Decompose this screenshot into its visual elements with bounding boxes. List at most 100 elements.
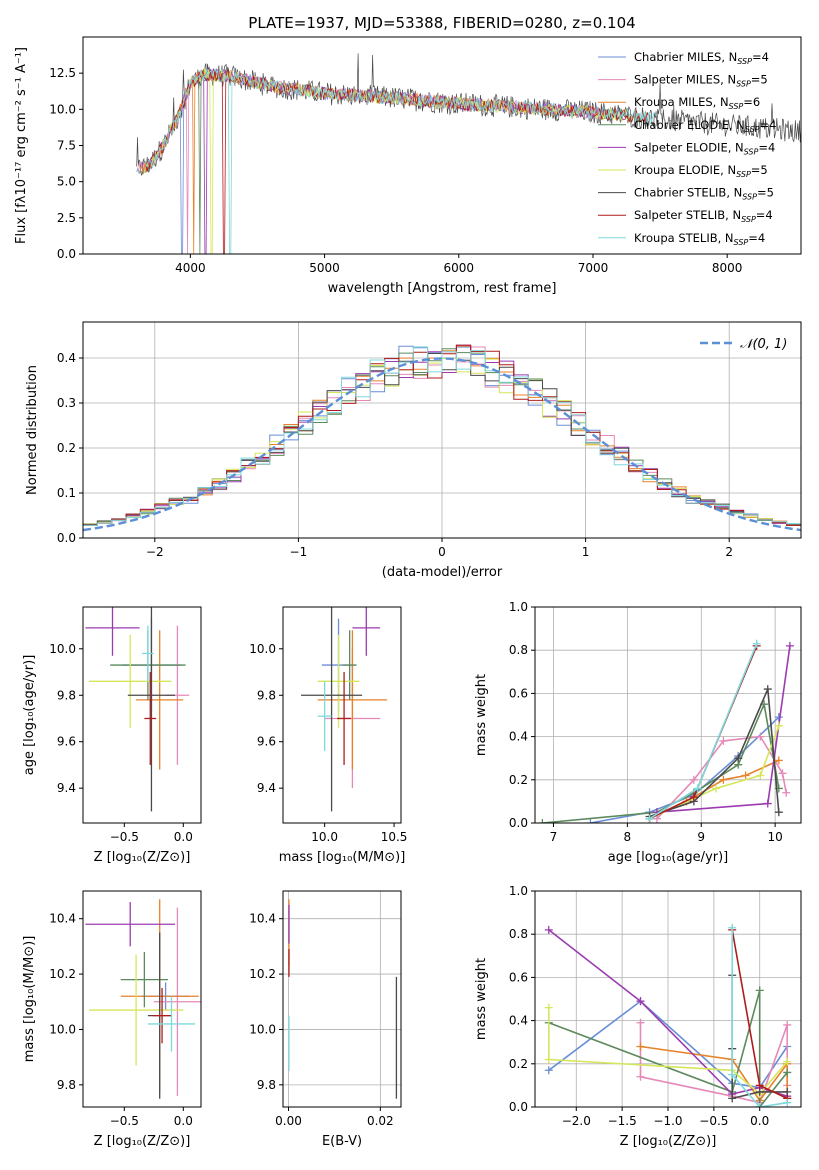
weight-marker-chabrier-stelib — [734, 754, 743, 763]
legend-entry: Kroupa MILES, NSSP=6 — [634, 95, 760, 111]
weight-marker-kroupa-elodie — [783, 1057, 792, 1066]
y-axis-label: Flux [fλ10⁻¹⁷ erg cm⁻² s⁻¹ A⁻¹] — [14, 47, 29, 244]
weight-marker-salpeter-elodie — [544, 925, 553, 934]
y-tick-label: 0.4 — [509, 730, 528, 744]
error-bars — [288, 899, 398, 1099]
weight-line-salpeter-miles — [639, 1022, 788, 1104]
weight-marker-kroupa-stelib — [693, 784, 702, 793]
y-tick-label: 9.8 — [57, 688, 76, 702]
y-tick-label: 10.2 — [249, 967, 276, 981]
x-tick-label: 10 — [767, 830, 782, 844]
x-tick-label: 8000 — [712, 261, 743, 275]
y-tick-label: 10.2 — [49, 967, 76, 981]
panel-age_vs_Z: −0.5 0.0 9.4 9.6 9.8 10.0 Z [log₁₀(Z/Z⊙)] age [… — [22, 606, 202, 865]
y-tick-label: 10.4 — [249, 912, 276, 926]
axes-frame — [282, 890, 402, 1108]
x-tick-label: 7 — [550, 830, 558, 844]
x-axis-label: Z [log₁₀(Z/Z⊙)] — [94, 1134, 191, 1149]
weight-marker-chabrier-stelib — [774, 808, 783, 817]
y-tick-label: 10.0 — [249, 642, 276, 656]
y-tick-label: 0.8 — [509, 643, 528, 657]
axes-frame — [282, 606, 402, 824]
y-tick-label: 0.4 — [57, 351, 76, 365]
weight-marker-kroupa-elodie — [544, 1003, 553, 1012]
y-axis-label: mass weight — [474, 958, 489, 1040]
legend-entry: Salpeter MILES, NSSP=5 — [634, 73, 768, 89]
x-axis-label: Z [log₁₀(Z/Z⊙)] — [620, 1134, 717, 1149]
x-tick-label: −1 — [290, 545, 308, 559]
x-tick-label: −0.5 — [110, 830, 139, 844]
panel-residuals: −2 −1 0 1 2 0.0 0.1 0.2 0.3 0.4 (data-model)/error… — [25, 321, 802, 580]
x-tick-label: 0.00 — [275, 1114, 302, 1128]
y-tick-label: 10.0 — [49, 102, 76, 116]
weight-marker-kroupa-miles — [774, 756, 783, 765]
y-axis-label: mass [log₁₀(M/M⊙)] — [22, 936, 37, 1063]
y-tick-label: 0.0 — [509, 816, 528, 830]
weight-marker-salpeter-miles — [756, 732, 765, 741]
x-tick-label: −1.0 — [653, 1114, 682, 1128]
weight-marker-kroupa-stelib — [645, 814, 654, 823]
y-tick-label: 1.0 — [509, 600, 528, 614]
panel-weight_vs_Z: −2.0 −1.5 −1.0 −0.5 0.0 0.0 0.2 0.4 0.6 0.8 1.0 Z [… — [474, 884, 802, 1149]
weight-marker-salpeter-miles — [719, 736, 728, 745]
error-bars — [85, 899, 201, 1099]
axes-frame — [82, 890, 202, 1108]
y-tick-label: 9.4 — [257, 781, 276, 795]
x-tick-label: −0.5 — [699, 1114, 728, 1128]
legend-entry: Kroupa STELIB, NSSP=4 — [634, 231, 765, 247]
weight-marker-kroupa-stelib — [728, 1070, 737, 1079]
x-tick-label: 6000 — [444, 261, 475, 275]
weight-marker-chabrier-miles — [544, 1066, 553, 1075]
weight-lines — [538, 639, 794, 823]
y-tick-label: 0.2 — [57, 441, 76, 455]
x-tick-label: 2 — [725, 545, 733, 559]
weight-line-kroupa-elodie — [649, 725, 780, 820]
weight-marker-salpeter-elodie — [763, 799, 772, 808]
weight-marker-kroupa-miles — [636, 1042, 645, 1051]
normal-curve — [83, 357, 801, 532]
weight-marker-chabrier-elodie — [538, 819, 547, 823]
x-tick-label: −1.5 — [608, 1114, 637, 1128]
x-tick-label: 4000 — [175, 261, 206, 275]
x-axis-label: E(B-V) — [322, 1134, 362, 1149]
axes-frame — [82, 606, 202, 824]
y-tick-label: 9.8 — [257, 1078, 276, 1092]
y-tick-label: 0.0 — [57, 531, 76, 545]
y-tick-label: 12.5 — [49, 66, 76, 80]
y-axis-label: Normed distribution — [25, 365, 40, 495]
spectrum-salpeter-stelib — [145, 69, 649, 254]
y-tick-label: 9.8 — [57, 1078, 76, 1092]
weight-marker-chabrier-stelib — [728, 1094, 737, 1103]
y-tick-label: 0.2 — [509, 1057, 528, 1071]
x-tick-label: 10.0 — [311, 830, 338, 844]
weight-marker-salpeter-stelib — [689, 793, 698, 802]
x-tick-label: 1 — [582, 545, 590, 559]
x-axis-label: wavelength [Angstrom, rest frame] — [328, 281, 557, 296]
y-tick-label: 0.8 — [509, 927, 528, 941]
error-bars — [301, 607, 388, 812]
x-axis-label: (data-model)/error — [382, 565, 503, 580]
error-bars — [85, 607, 190, 812]
histograms — [83, 344, 801, 532]
x-tick-label: 0.0 — [750, 1114, 769, 1128]
spectrum-lines — [136, 53, 801, 254]
axes-frame — [534, 606, 802, 824]
y-tick-label: 0.2 — [509, 773, 528, 787]
x-tick-label: 0 — [438, 545, 446, 559]
spectrum-kroupa-stelib — [147, 68, 658, 254]
y-tick-label: 0.0 — [57, 247, 76, 261]
weight-marker-kroupa-miles — [719, 775, 728, 784]
axes-frame — [534, 890, 802, 1108]
panel-weight_vs_age: 7 8 9 10 0.0 0.2 0.4 0.6 0.8 1.0 age [log₁₀(age/yr… — [474, 600, 802, 865]
legend-entry: Kroupa ELODIE, NSSP=5 — [634, 163, 768, 179]
y-tick-label: 10.0 — [49, 1022, 76, 1036]
legend-entry: Chabrier ELODIE, NSSP=4 — [634, 118, 776, 134]
weight-line-salpeter-elodie — [656, 645, 791, 813]
weight-marker-salpeter-miles — [689, 775, 698, 784]
y-tick-label: 9.6 — [57, 735, 76, 749]
weight-marker-kroupa-stelib — [728, 923, 737, 932]
weight-marker-salpeter-miles — [783, 1020, 792, 1029]
panel-age_vs_mass: 10.0 10.5 9.4 9.6 9.8 10.0 mass [log₁₀(M/M⊙)] — [249, 606, 407, 865]
figure-title: PLATE=1937, MJD=53388, FIBERID=0280, z=0… — [248, 14, 635, 32]
weight-marker-chabrier-elodie — [755, 986, 764, 995]
